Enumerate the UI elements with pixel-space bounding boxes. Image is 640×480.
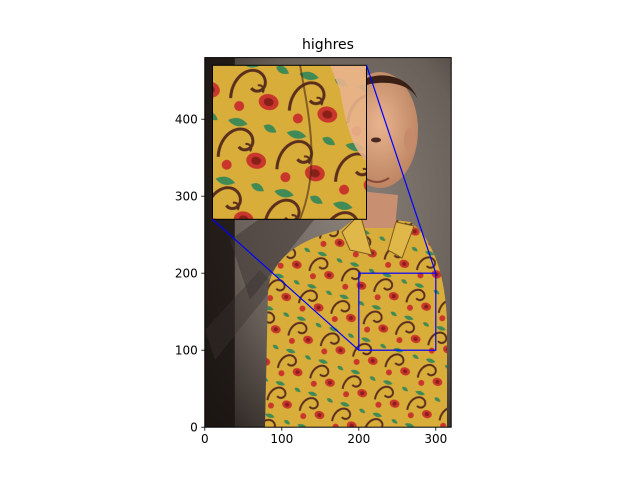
y-tick-label: 400 <box>175 113 198 127</box>
inset-zoomed-image <box>212 65 367 220</box>
x-tick-label: 300 <box>424 432 447 446</box>
y-tick-label: 200 <box>175 267 198 281</box>
y-tick-label: 0 <box>190 421 198 435</box>
zoom-region-rectangle <box>358 272 437 351</box>
x-tick-label: 100 <box>270 432 293 446</box>
chart-title: highres <box>302 37 354 53</box>
x-tick-label: 200 <box>347 432 370 446</box>
y-tick-label: 100 <box>175 344 198 358</box>
zoom-connector-line <box>365 65 437 274</box>
inset-axes-frame <box>212 64 367 220</box>
main-axes-frame <box>204 57 452 428</box>
y-tick-label: 300 <box>175 190 198 204</box>
zoom-connector-line <box>212 218 360 351</box>
inset-axes <box>212 64 367 220</box>
x-axis-ticks: 0 100 200 300 <box>201 427 447 446</box>
x-tick-label: 0 <box>201 432 209 446</box>
y-axis-ticks: 0 100 200 300 400 <box>175 113 205 435</box>
